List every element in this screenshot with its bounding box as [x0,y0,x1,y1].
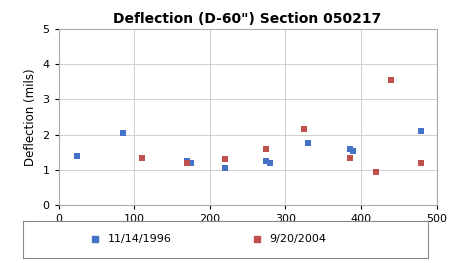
Title: Deflection (D-60") Section 050217: Deflection (D-60") Section 050217 [113,12,382,26]
Point [350,148,357,153]
Point [187,161,194,165]
X-axis label: Distance (ft): Distance (ft) [211,230,284,243]
Point [184,161,191,165]
Point [221,166,229,170]
Point [346,147,353,151]
Point [418,129,425,133]
Text: 9/20/2004: 9/20/2004 [270,234,327,244]
Point [263,147,270,151]
Point [263,159,270,163]
Y-axis label: Deflection (mils): Deflection (mils) [24,68,37,166]
Point [221,157,229,161]
Point [266,161,274,165]
Point [138,155,145,160]
Point [184,159,191,163]
Point [418,161,425,165]
Point [138,155,145,160]
Point [301,127,308,132]
Point [387,78,395,82]
Point [373,170,380,174]
Point [74,154,81,158]
Text: 11/14/1996: 11/14/1996 [108,234,171,244]
Point [119,131,126,135]
Point [346,155,353,160]
Point [304,141,311,146]
